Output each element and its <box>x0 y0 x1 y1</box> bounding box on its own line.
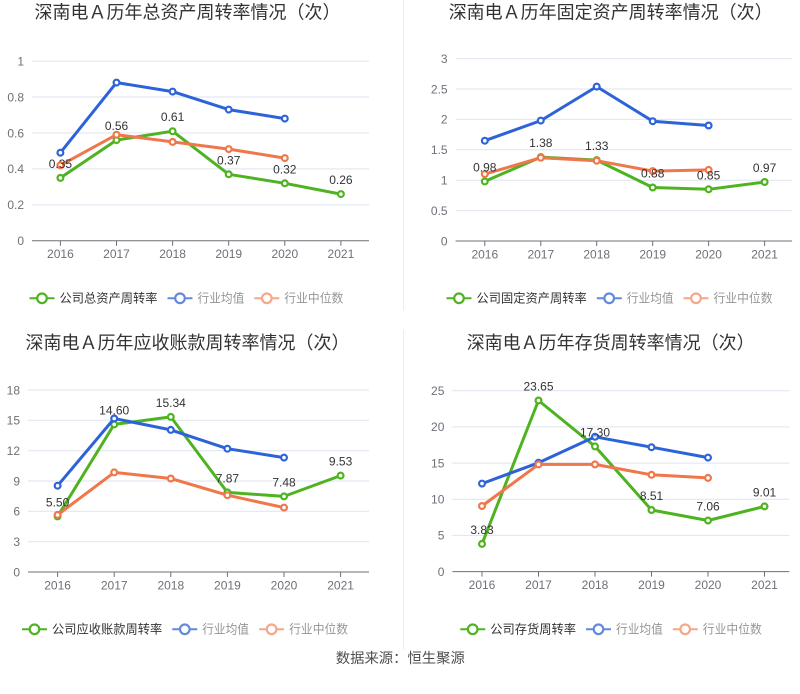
svg-text:2019: 2019 <box>215 247 242 261</box>
svg-text:12: 12 <box>7 444 21 458</box>
svg-text:0: 0 <box>13 565 20 579</box>
svg-text:行业均值: 行业均值 <box>627 291 674 306</box>
svg-text:1: 1 <box>17 54 24 68</box>
svg-text:15: 15 <box>431 456 445 470</box>
svg-text:公司存货周转率: 公司存货周转率 <box>490 622 576 637</box>
svg-text:0.88: 0.88 <box>641 167 665 181</box>
svg-text:0.35: 0.35 <box>49 157 73 171</box>
svg-text:2017: 2017 <box>525 578 552 592</box>
svg-text:20: 20 <box>431 420 445 434</box>
svg-text:2019: 2019 <box>214 578 241 592</box>
svg-text:0.6: 0.6 <box>7 126 24 140</box>
svg-text:2016: 2016 <box>471 247 498 261</box>
svg-text:0.26: 0.26 <box>329 173 353 187</box>
svg-text:1.38: 1.38 <box>529 136 553 150</box>
svg-text:深南电Ａ历年应收账款周转率情况（次）: 深南电Ａ历年应收账款周转率情况（次） <box>26 333 350 353</box>
svg-text:0.37: 0.37 <box>217 153 241 167</box>
svg-text:7.87: 7.87 <box>216 471 240 485</box>
svg-text:数据来源：恒生聚源: 数据来源：恒生聚源 <box>336 650 465 667</box>
svg-text:深南电Ａ历年存货周转率情况（次）: 深南电Ａ历年存货周转率情况（次） <box>467 333 755 353</box>
svg-text:0: 0 <box>17 234 24 248</box>
svg-text:9.53: 9.53 <box>329 455 353 469</box>
svg-text:行业中位数: 行业中位数 <box>714 291 773 306</box>
svg-text:9: 9 <box>13 474 20 488</box>
svg-text:0.85: 0.85 <box>697 168 721 182</box>
svg-text:2020: 2020 <box>695 578 722 592</box>
svg-text:23.65: 23.65 <box>523 380 553 394</box>
svg-text:2021: 2021 <box>327 578 354 592</box>
svg-text:2021: 2021 <box>751 578 778 592</box>
svg-text:10: 10 <box>431 493 445 507</box>
svg-text:2016: 2016 <box>47 247 74 261</box>
svg-text:1.5: 1.5 <box>431 143 448 157</box>
svg-text:2017: 2017 <box>103 247 130 261</box>
svg-text:2016: 2016 <box>44 578 71 592</box>
svg-text:2018: 2018 <box>159 247 186 261</box>
svg-text:行业均值: 行业均值 <box>198 291 245 306</box>
svg-text:2020: 2020 <box>695 247 722 261</box>
svg-text:行业均值: 行业均值 <box>202 622 249 637</box>
svg-text:0.32: 0.32 <box>273 162 297 176</box>
svg-text:3: 3 <box>13 535 20 549</box>
svg-text:2019: 2019 <box>639 247 666 261</box>
svg-text:2018: 2018 <box>157 578 184 592</box>
svg-text:0.8: 0.8 <box>7 90 24 104</box>
svg-text:公司固定资产周转率: 公司固定资产周转率 <box>477 291 587 306</box>
svg-text:8.51: 8.51 <box>640 489 664 503</box>
svg-text:0.5: 0.5 <box>431 204 448 218</box>
svg-text:7.06: 7.06 <box>696 500 720 514</box>
svg-text:2020: 2020 <box>271 578 298 592</box>
svg-text:0.98: 0.98 <box>473 160 497 174</box>
svg-text:0.61: 0.61 <box>161 110 185 124</box>
svg-text:0.97: 0.97 <box>753 161 777 175</box>
svg-text:深南电Ａ历年总资产周转率情况（次）: 深南电Ａ历年总资产周转率情况（次） <box>35 3 341 23</box>
svg-text:0.2: 0.2 <box>7 198 24 212</box>
svg-text:15: 15 <box>7 414 21 428</box>
svg-text:2017: 2017 <box>527 247 554 261</box>
svg-text:行业均值: 行业均值 <box>616 622 663 637</box>
svg-text:1.33: 1.33 <box>585 139 609 153</box>
svg-text:2018: 2018 <box>582 578 609 592</box>
svg-text:5.50: 5.50 <box>46 495 70 509</box>
svg-text:公司应收账款周转率: 公司应收账款周转率 <box>52 622 162 637</box>
svg-text:3.83: 3.83 <box>470 523 494 537</box>
svg-text:18: 18 <box>7 383 21 397</box>
svg-text:0.56: 0.56 <box>105 119 129 133</box>
svg-text:0: 0 <box>441 234 448 248</box>
svg-text:2: 2 <box>441 113 448 127</box>
svg-text:17.30: 17.30 <box>580 425 610 439</box>
svg-text:7.48: 7.48 <box>272 475 296 489</box>
svg-text:2019: 2019 <box>638 578 665 592</box>
svg-text:0: 0 <box>438 565 445 579</box>
svg-text:0.4: 0.4 <box>7 162 24 176</box>
svg-text:9.01: 9.01 <box>753 485 777 499</box>
svg-text:公司总资产周转率: 公司总资产周转率 <box>60 291 158 306</box>
svg-text:行业中位数: 行业中位数 <box>284 291 343 306</box>
svg-text:6: 6 <box>13 505 20 519</box>
svg-text:2.5: 2.5 <box>431 82 448 96</box>
svg-text:2017: 2017 <box>101 578 128 592</box>
svg-text:深南电Ａ历年固定资产周转率情况（次）: 深南电Ａ历年固定资产周转率情况（次） <box>449 3 773 23</box>
svg-text:2016: 2016 <box>469 578 496 592</box>
svg-text:1: 1 <box>441 174 448 188</box>
svg-text:2018: 2018 <box>583 247 610 261</box>
svg-text:2021: 2021 <box>751 247 778 261</box>
svg-text:行业中位数: 行业中位数 <box>703 622 762 637</box>
svg-text:行业中位数: 行业中位数 <box>289 622 348 637</box>
svg-text:2021: 2021 <box>328 247 355 261</box>
svg-text:14.60: 14.60 <box>99 403 129 417</box>
svg-text:2020: 2020 <box>271 247 298 261</box>
svg-text:25: 25 <box>431 384 445 398</box>
svg-text:5: 5 <box>438 529 445 543</box>
svg-text:3: 3 <box>441 52 448 66</box>
svg-text:15.34: 15.34 <box>156 396 186 410</box>
